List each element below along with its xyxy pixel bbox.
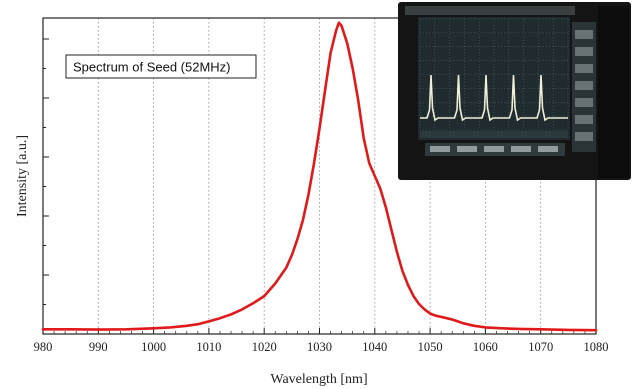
scope-menu-button — [575, 98, 593, 107]
oscilloscope-trace — [420, 74, 568, 122]
x-tick-label-1060: 1060 — [473, 340, 498, 354]
x-tick-label-1030: 1030 — [307, 340, 332, 354]
oscilloscope-top-strip — [405, 6, 575, 15]
oscilloscope-softkeys — [430, 146, 558, 152]
x-tick-label-990: 990 — [89, 340, 108, 354]
scope-menu-button — [575, 81, 593, 90]
x-tick-label-1010: 1010 — [196, 340, 221, 354]
scope-menu-button — [575, 47, 593, 56]
y-axis-ticks — [43, 38, 49, 335]
scope-softkey — [511, 146, 531, 152]
scope-softkey — [457, 146, 477, 152]
scope-softkey — [430, 146, 450, 152]
x-axis-label: Wavelength [nm] — [270, 372, 367, 387]
oscilloscope-side-panel — [598, 6, 629, 178]
scope-menu-button — [575, 132, 593, 141]
x-tick-label-1000: 1000 — [141, 340, 166, 354]
oscilloscope-menu-buttons — [575, 30, 593, 141]
scope-menu-button — [575, 115, 593, 124]
scope-menu-button — [575, 64, 593, 73]
x-tick-label-1080: 1080 — [584, 340, 609, 354]
scope-menu-button — [575, 30, 593, 39]
x-tick-label-1070: 1070 — [528, 340, 553, 354]
oscilloscope-graticule — [419, 18, 569, 131]
oscilloscope-readout-bar — [420, 131, 568, 138]
x-tick-label-980: 980 — [34, 340, 53, 354]
scope-softkey — [484, 146, 504, 152]
x-tick-label-1020: 1020 — [252, 340, 277, 354]
series-line-seed-spectrum — [41, 21, 598, 332]
oscilloscope-photo — [398, 2, 631, 180]
annotation-text: Spectrum of Seed (52MHz) — [73, 60, 231, 75]
scope-softkey — [538, 146, 558, 152]
y-axis-label: Intensity [a.u.] — [15, 135, 30, 217]
x-tick-label-1040: 1040 — [362, 340, 387, 354]
x-tick-label-1050: 1050 — [418, 340, 443, 354]
annotation-box: Spectrum of Seed (52MHz) — [65, 54, 257, 79]
